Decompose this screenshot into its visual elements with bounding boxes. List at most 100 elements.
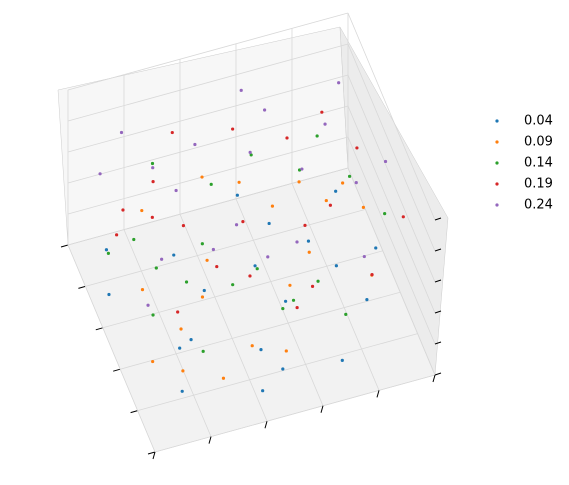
point <box>267 221 271 226</box>
point <box>200 242 204 246</box>
point <box>259 347 263 352</box>
tick-mark <box>78 285 86 289</box>
point <box>340 358 344 362</box>
point <box>235 193 239 197</box>
grid-line <box>85 209 366 287</box>
point <box>200 175 204 179</box>
point <box>239 88 243 92</box>
point <box>355 146 359 150</box>
tick-mark <box>376 390 380 398</box>
tick-mark <box>434 217 442 221</box>
point <box>263 108 267 112</box>
tick-mark <box>434 279 442 283</box>
grid-line <box>179 214 268 422</box>
point <box>261 389 265 393</box>
point <box>328 203 332 207</box>
point <box>291 298 296 302</box>
grid-line <box>67 136 349 215</box>
point <box>151 313 155 317</box>
point <box>295 305 299 310</box>
point <box>354 180 358 185</box>
grid-line <box>67 12 349 91</box>
legend-label: 0.24 <box>524 198 553 213</box>
point <box>288 283 292 287</box>
point <box>370 273 374 277</box>
point <box>365 298 369 302</box>
point <box>179 327 183 331</box>
point <box>347 174 352 178</box>
grid-line <box>291 183 380 391</box>
point <box>181 369 185 373</box>
tick-mark <box>434 341 442 345</box>
grid <box>60 12 442 460</box>
point <box>281 367 285 371</box>
grid-line <box>137 333 418 411</box>
point <box>266 255 270 259</box>
point <box>201 349 205 353</box>
point <box>107 292 111 297</box>
point <box>253 264 257 268</box>
point <box>315 134 319 138</box>
legend-label: 0.09 <box>524 135 553 150</box>
point <box>310 284 315 289</box>
point <box>211 247 215 252</box>
grid-line <box>102 250 383 329</box>
point <box>281 306 285 311</box>
point <box>361 205 365 209</box>
point <box>150 215 154 219</box>
point <box>297 180 301 184</box>
point <box>334 264 338 268</box>
point <box>270 204 275 208</box>
point <box>172 253 176 257</box>
point <box>189 338 193 342</box>
tick-mark <box>130 410 138 414</box>
grid-line <box>347 167 436 376</box>
point <box>334 189 338 193</box>
point <box>184 280 189 284</box>
grid-line <box>67 105 349 184</box>
point <box>241 220 245 224</box>
tick-mark <box>320 405 324 413</box>
legend: 0.04 0.09 0.14 0.19 0.24 <box>495 114 553 213</box>
point <box>150 161 155 166</box>
tick-mark <box>60 244 69 248</box>
point <box>160 257 164 261</box>
point <box>170 130 174 135</box>
tick-mark <box>113 368 121 372</box>
grid-line <box>154 374 436 453</box>
legend-marker <box>495 203 499 207</box>
tick-mark <box>434 310 442 314</box>
grid-line <box>347 136 436 345</box>
point <box>248 150 252 154</box>
grid-line <box>235 198 324 406</box>
point <box>295 240 299 244</box>
tick-mark <box>264 421 268 429</box>
tick-mark <box>432 374 436 383</box>
point <box>140 288 145 292</box>
tick-mark <box>208 436 212 444</box>
point <box>324 198 328 203</box>
point <box>307 250 311 254</box>
point <box>284 349 288 353</box>
grid-line <box>67 43 349 122</box>
point <box>231 127 235 131</box>
grid-line <box>347 43 436 252</box>
point <box>154 266 158 270</box>
point <box>176 310 180 314</box>
grid-line <box>67 74 349 153</box>
point <box>323 122 327 126</box>
point <box>237 180 241 184</box>
point <box>181 224 186 228</box>
point <box>306 239 311 243</box>
point <box>316 279 320 283</box>
legend-marker <box>495 119 499 123</box>
point <box>202 288 206 293</box>
point <box>151 180 155 184</box>
point <box>320 110 324 114</box>
point <box>215 264 219 269</box>
grid-line <box>123 229 212 437</box>
point <box>180 389 184 393</box>
points <box>98 81 405 393</box>
point <box>205 258 209 262</box>
point <box>151 166 155 170</box>
